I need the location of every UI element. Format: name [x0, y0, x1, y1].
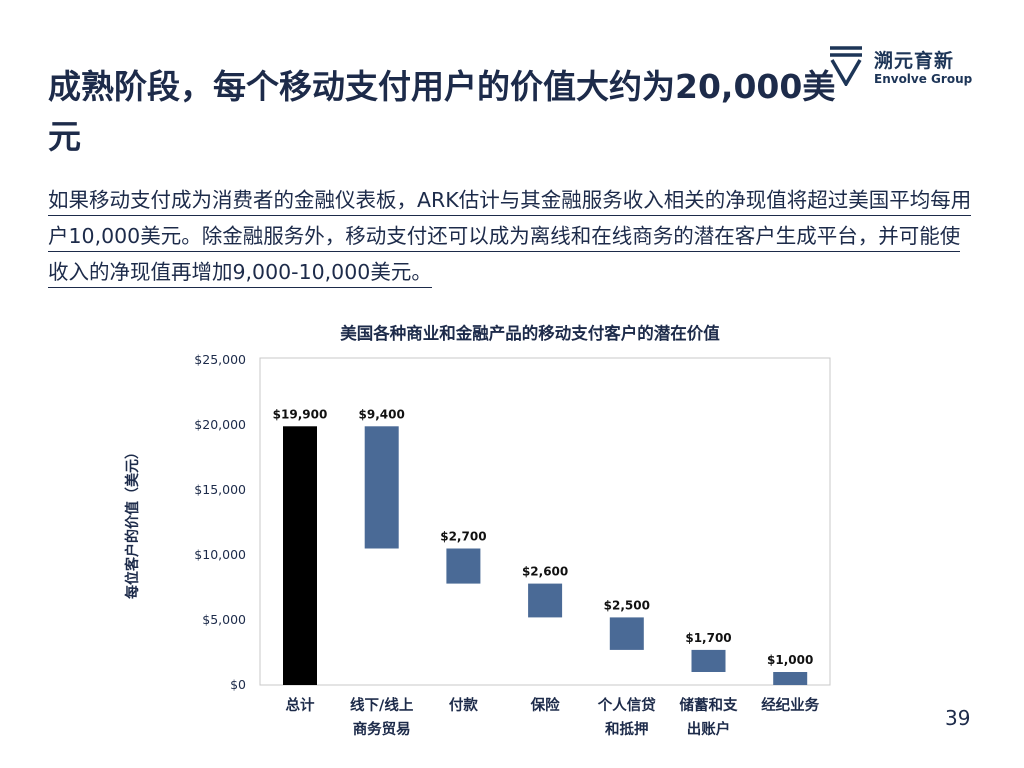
bar-component [446, 548, 481, 584]
y-tick-label: $25,000 [194, 352, 246, 367]
brand-name-cn: 溯元育新 [874, 50, 955, 72]
x-tick-label: 储蓄和支出账户 [680, 696, 738, 738]
waterfall-chart: 美国各种商业和金融产品的移动支付客户的潜在价值 每位客户的价值（美元） $0 $5… [124, 323, 831, 738]
bar-value-label: $19,900 [273, 407, 328, 421]
x-tick-label: 总计 [286, 696, 315, 714]
bars [283, 426, 808, 685]
x-tick-label: 保险 [530, 696, 560, 714]
bar-component [609, 617, 644, 650]
y-axis-ticks: $0 $5,000 $10,000 $15,000 $20,000 $25,000 [194, 352, 246, 692]
y-axis-label: 每位客户的价值（美元） [124, 445, 141, 599]
x-tick-label: 个人信贷和抵押 [597, 696, 656, 738]
bar-component [528, 583, 563, 618]
value-labels: $19,900 $9,400 $2,700 $2,600 $2,500 $1,700 $1,… [273, 407, 814, 667]
bar-value-label: $1,000 [767, 653, 813, 667]
plot-frame [259, 357, 831, 686]
x-tick-label: 经纪业务 [761, 696, 819, 714]
intro-paragraph: 如果移动支付成为消费者的金融仪表板，ARK估计与其金融服务收入相关的净现值将超过… [48, 182, 978, 290]
page-title: 成熟阶段，每个移动支付用户的价值大约为20,000美元 [48, 67, 836, 156]
bar-value-label: $2,500 [604, 598, 650, 612]
y-tick-label: $5,000 [202, 612, 246, 627]
x-tick-label: 付款 [449, 696, 478, 714]
bar-value-label: $2,700 [440, 530, 486, 544]
bar-component [691, 649, 726, 672]
y-tick-label: $20,000 [194, 417, 246, 432]
envolve-logo-icon [830, 46, 862, 86]
bar-component [773, 672, 808, 685]
bar-value-label: $1,700 [685, 631, 731, 645]
bar-total [283, 426, 317, 685]
bar-component [364, 426, 399, 549]
page-number: 39 [945, 706, 971, 730]
x-tick-label: 线下/线上商务贸易 [350, 696, 414, 738]
brand-name-en: Envolve Group [874, 72, 973, 86]
intro-text: 如果移动支付成为消费者的金融仪表板，ARK估计与其金融服务收入相关的净现值将超过… [48, 188, 972, 288]
chart-title: 美国各种商业和金融产品的移动支付客户的潜在价值 [340, 323, 720, 343]
y-tick-label: $0 [230, 677, 246, 692]
brand-logo: 溯元育新 Envolve Group [828, 44, 978, 96]
bar-value-label: $2,600 [522, 565, 568, 579]
y-tick-label: $15,000 [194, 482, 246, 497]
y-tick-label: $10,000 [194, 547, 246, 562]
bar-value-label: $9,400 [359, 407, 405, 421]
